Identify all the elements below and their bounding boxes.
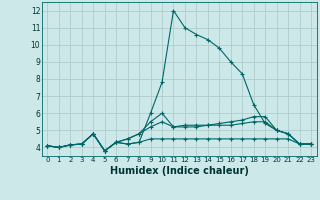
X-axis label: Humidex (Indice chaleur): Humidex (Indice chaleur) (110, 166, 249, 176)
